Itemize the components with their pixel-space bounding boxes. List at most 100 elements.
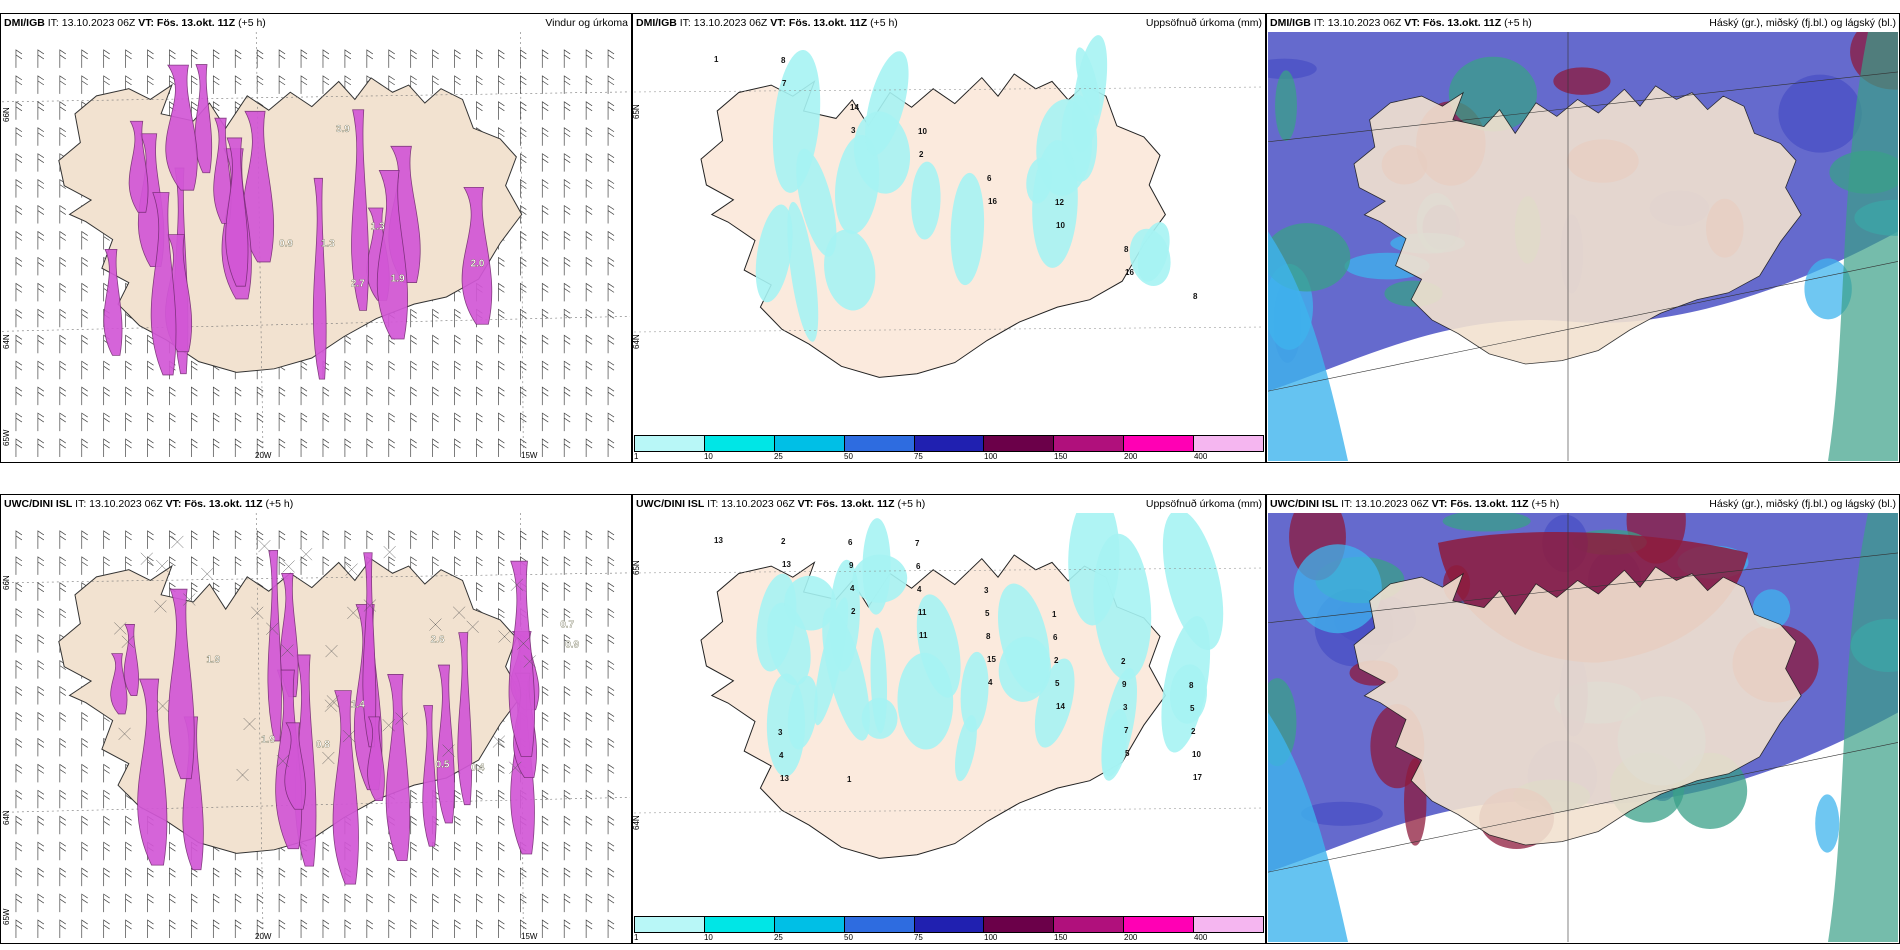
wind-barb — [520, 75, 527, 94]
lat-label: 65W — [2, 429, 11, 446]
wind-barb — [585, 334, 593, 354]
accum-value-label: 4 — [917, 585, 922, 594]
wind-barb — [15, 153, 23, 172]
precip-area — [1162, 513, 1224, 650]
wind-barb — [607, 360, 615, 380]
wind-barb — [585, 438, 593, 458]
precip-streak — [457, 632, 473, 806]
lon-label: 15W — [521, 932, 538, 941]
wind-barb — [498, 789, 505, 809]
wind-barb — [59, 608, 66, 627]
panel-title: Uppsöfnuð úrkoma (mm) — [1145, 498, 1262, 510]
precip-area — [824, 229, 876, 311]
panel-header: UWC/DINI ISL IT: 13.10.2023 06Z VT: Fös.… — [1267, 495, 1899, 513]
wind-barb — [585, 556, 593, 575]
precip-area — [911, 161, 941, 240]
wind-barb — [388, 386, 395, 406]
wind-barb — [585, 230, 593, 250]
colorbar-tick: 1 — [634, 452, 639, 461]
wind-barb — [300, 386, 308, 406]
wind-barb — [520, 893, 527, 913]
wind-barb — [563, 530, 571, 549]
wind-barb — [59, 841, 66, 861]
wind-barb — [15, 127, 23, 146]
wind-barb — [541, 101, 549, 120]
model-source: UWC/DINI ISL — [1270, 498, 1339, 510]
wind-barb — [563, 789, 571, 809]
precip-streak — [376, 169, 408, 340]
wind-barb — [476, 919, 483, 939]
wind-barb — [498, 256, 505, 276]
wind-barb — [454, 867, 461, 887]
wind-barb — [585, 893, 593, 913]
wind-barb — [520, 412, 527, 432]
wind-barb — [541, 386, 549, 406]
wind-barb — [212, 49, 220, 68]
wind-barb — [366, 867, 374, 887]
wind-barb — [147, 360, 154, 380]
wind-barb — [410, 919, 417, 939]
accum-value-label: 1 — [1052, 610, 1057, 619]
cloud-map — [1268, 32, 1898, 461]
wind-barb — [541, 660, 549, 679]
wind-barb — [15, 919, 23, 939]
wind-barb — [59, 230, 66, 250]
precip-value-label: 0.7 — [560, 620, 574, 631]
lat-label: 64N — [632, 815, 641, 830]
colorbar-swatch — [635, 436, 705, 451]
wind-barb — [476, 412, 483, 432]
wind-barb — [191, 412, 198, 432]
wind-barb — [234, 438, 242, 458]
wind-barb — [278, 530, 286, 549]
lon-label: 15W — [521, 451, 538, 460]
precip-streak — [436, 664, 455, 824]
wind-barb — [563, 282, 571, 302]
wind-barb — [541, 685, 549, 705]
precip-value-label: 0.8 — [316, 739, 330, 750]
wind-barb — [607, 256, 615, 276]
wind-barb — [563, 582, 571, 601]
colorbar-swatch — [635, 917, 705, 932]
colorbar: 1 10 25 50 75 100 150 200 400 — [634, 916, 1264, 942]
lon-label: 20W — [255, 932, 272, 941]
hatch-mark — [281, 644, 294, 657]
precip-streak — [367, 716, 385, 802]
valid-time: VT: Fös. 13.okt. 11Z — [1431, 498, 1529, 510]
wind-barb — [344, 530, 352, 549]
wind-barb — [256, 49, 264, 68]
wind-barb — [37, 230, 45, 250]
hatch-mark — [322, 751, 335, 765]
wind-barb — [498, 841, 505, 861]
cloud-cell — [1553, 67, 1611, 95]
accum-value-label: 3 — [984, 586, 989, 595]
low-cloud-layer — [1268, 712, 1348, 942]
wind-barb — [256, 412, 264, 432]
wind-barb — [37, 334, 45, 354]
wind-barb — [607, 634, 615, 653]
wind-barb — [103, 386, 110, 406]
precip-value-label: 0.5 — [436, 759, 450, 770]
wind-barb — [454, 438, 461, 458]
wind-barb — [563, 660, 571, 679]
wind-barb — [585, 386, 593, 406]
wind-barb — [388, 867, 395, 887]
hatch-mark — [452, 606, 466, 619]
wind-barb — [125, 360, 132, 380]
colorbar-swatch — [984, 436, 1055, 451]
accum-value-label: 1 — [847, 775, 852, 784]
wind-panel-bottom: UWC/DINI ISL IT: 13.10.2023 06Z VT: Fös.… — [0, 494, 632, 944]
wind-barb — [585, 608, 593, 627]
precip-area — [755, 204, 793, 303]
wind-barb — [585, 634, 593, 653]
precip-area — [852, 554, 908, 603]
wind-barb — [541, 75, 549, 94]
wind-barb — [454, 308, 461, 328]
precip-streak — [103, 248, 123, 356]
hatch-mark — [155, 559, 169, 573]
wind-barb — [15, 282, 23, 302]
wind-barb — [476, 841, 483, 861]
precip-area — [772, 50, 821, 193]
accum-value-label: 2 — [1191, 727, 1196, 736]
value-labels: 0.7 0.9 1.9 2.6 0.5 0.4 1.4 0.8 1.9 — [206, 620, 579, 774]
graticule — [634, 567, 1264, 814]
